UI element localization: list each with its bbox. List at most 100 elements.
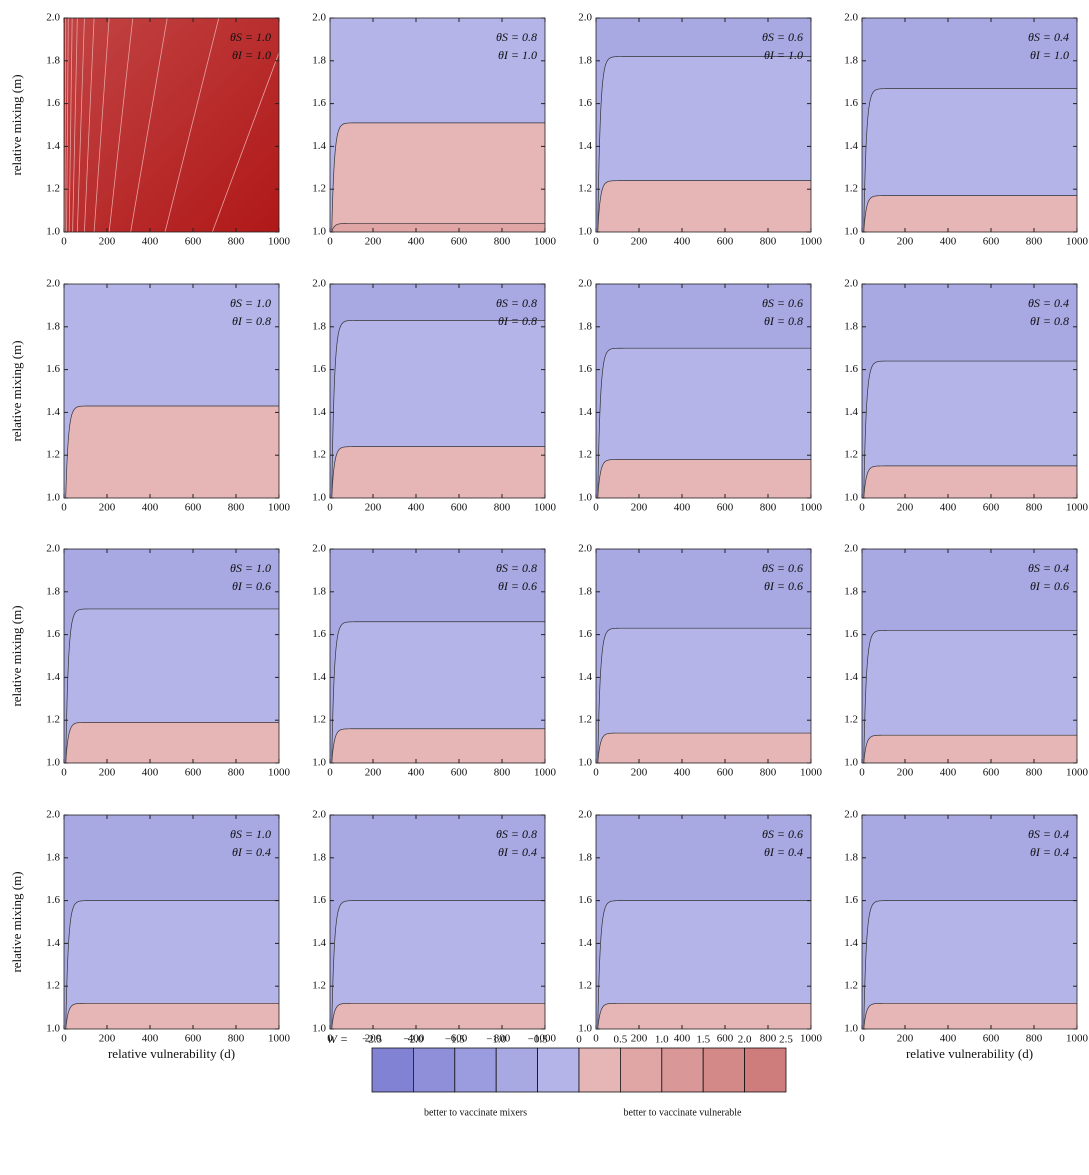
y-tick-label: 1.6	[578, 894, 592, 906]
region	[863, 465, 1077, 498]
y-tick-label: 1.0	[312, 1023, 326, 1035]
x-tick-label: 200	[897, 502, 914, 514]
y-tick-label: 2.0	[312, 809, 326, 821]
colorbar-bin	[537, 1047, 580, 1093]
y-tick-label: 2.0	[578, 278, 592, 290]
region	[597, 459, 811, 498]
y-tick-label: 1.0	[578, 1023, 592, 1035]
region	[65, 405, 279, 498]
x-tick-label: 200	[99, 1033, 116, 1045]
x-tick-label: 800	[228, 502, 245, 514]
x-tick-label: 800	[1026, 767, 1043, 779]
colorbar-label: −1.5	[445, 1034, 465, 1046]
x-tick-label: 0	[327, 1033, 333, 1045]
panel	[64, 18, 279, 232]
y-tick-label: 1.2	[46, 183, 60, 195]
colorbar-bin	[702, 1047, 746, 1093]
region	[863, 735, 1077, 763]
y-tick-label: 1.2	[844, 980, 858, 992]
x-tick-label: 400	[408, 1033, 425, 1045]
colorbar-bin	[412, 1047, 456, 1093]
contour-line	[331, 446, 545, 498]
y-tick-label: 1.4	[312, 671, 326, 683]
y-tick-label: 1.2	[844, 714, 858, 726]
y-tick-label: 1.0	[46, 757, 60, 769]
y-tick-label: 2.0	[578, 12, 592, 24]
x-tick-label: 200	[365, 1033, 382, 1045]
colorbar-bin	[744, 1047, 787, 1093]
y-tick-label: 1.4	[578, 671, 592, 683]
panel-annotation: θI = 1.0	[498, 48, 537, 62]
x-tick-label: 400	[940, 502, 957, 514]
colorbar-bin	[620, 1047, 663, 1093]
y-tick-label: 1.4	[46, 140, 60, 152]
plot-frame	[63, 17, 280, 233]
y-tick-label: 1.8	[312, 851, 326, 863]
y-tick-label: 1.2	[312, 449, 326, 461]
x-tick-label: 1000	[1066, 236, 1089, 248]
region	[863, 361, 1077, 498]
contour-line	[76, 18, 85, 232]
colorbar-label: 0.5	[614, 1034, 628, 1046]
x-tick-label: 800	[228, 767, 245, 779]
x-tick-label: 1000	[534, 236, 557, 248]
y-tick-label: 1.0	[46, 1023, 60, 1035]
panel-annotation: θS = 0.4	[1028, 30, 1069, 44]
region	[65, 900, 279, 1029]
x-tick-label: 0	[859, 236, 865, 248]
panel	[330, 549, 545, 763]
region	[331, 900, 545, 1029]
contour-line	[93, 18, 110, 232]
x-tick-label: 600	[451, 767, 468, 779]
x-tick-label: 1000	[268, 502, 291, 514]
plot-frame	[329, 814, 546, 1030]
x-tick-label: 0	[593, 767, 599, 779]
x-tick-label: 800	[760, 236, 777, 248]
panel-annotation: θI = 0.6	[764, 579, 803, 593]
x-tick-label: 1000	[800, 502, 823, 514]
y-tick-label: 1.6	[312, 628, 326, 640]
contour-line	[863, 88, 1077, 232]
y-tick-label: 1.8	[578, 851, 592, 863]
x-tick-label: 400	[940, 236, 957, 248]
y-tick-label: 2.0	[46, 809, 60, 821]
x-tick-label: 800	[228, 1033, 245, 1045]
x-tick-label: 400	[142, 502, 159, 514]
x-tick-label: 400	[940, 767, 957, 779]
y-tick-label: 1.8	[578, 320, 592, 332]
y-tick-label: 1.0	[844, 1023, 858, 1035]
panel	[330, 284, 545, 498]
contour-line	[66, 18, 69, 232]
y-tick-label: 1.2	[578, 980, 592, 992]
panel	[330, 18, 545, 232]
y-tick-label: 2.0	[578, 809, 592, 821]
panel	[596, 549, 811, 763]
y-tick-label: 1.2	[46, 449, 60, 461]
x-tick-label: 600	[717, 502, 734, 514]
x-tick-label: 600	[451, 502, 468, 514]
panel-annotation: θS = 0.6	[762, 827, 803, 841]
y-tick-label: 1.6	[312, 97, 326, 109]
y-tick-label: 2.0	[312, 12, 326, 24]
contour-line	[331, 122, 545, 232]
x-tick-label: 200	[365, 236, 382, 248]
x-tick-label: 800	[494, 236, 511, 248]
colorbar-caption: better to vaccinate mixers	[424, 1107, 527, 1118]
x-tick-label: 600	[185, 502, 202, 514]
y-tick-label: 2.0	[844, 809, 858, 821]
x-tick-label: 0	[61, 236, 67, 248]
x-tick-label: 600	[717, 236, 734, 248]
y-tick-label: 2.0	[578, 543, 592, 555]
y-axis-label: relative mixing (m)	[9, 605, 24, 706]
x-tick-label: 600	[717, 1033, 734, 1045]
y-tick-label: 1.8	[46, 585, 60, 597]
panel	[64, 815, 279, 1029]
y-tick-label: 2.0	[46, 12, 60, 24]
panel	[64, 549, 279, 763]
region	[65, 722, 279, 763]
x-tick-label: 800	[760, 502, 777, 514]
x-tick-label: 1000	[534, 1033, 557, 1045]
contour-line	[65, 721, 279, 763]
plot-frame	[329, 17, 546, 233]
x-tick-label: 1000	[800, 1033, 823, 1045]
